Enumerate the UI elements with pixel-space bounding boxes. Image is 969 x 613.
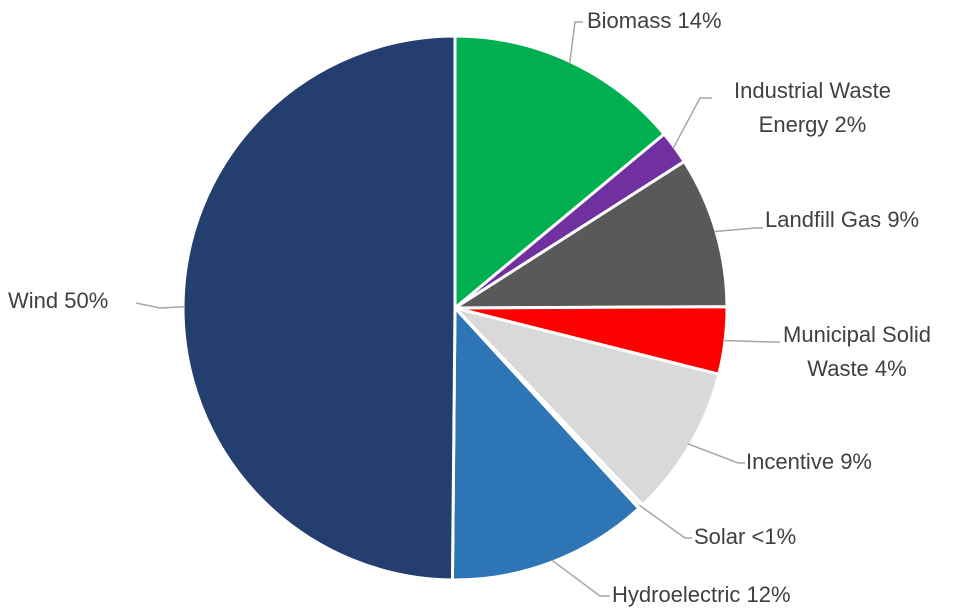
leader-line: [638, 504, 692, 539]
value-label: <1%: [751, 524, 797, 549]
leader-line: [687, 443, 745, 464]
category-name: Incentive: [746, 449, 835, 474]
value-label: 9%: [887, 207, 920, 232]
value-label: 14%: [677, 8, 722, 33]
category-name: Industrial Waste Energy: [734, 78, 891, 137]
category-name: Biomass: [587, 8, 672, 33]
pie-slice: [450, 304, 641, 582]
value-label: 2%: [834, 112, 867, 137]
leader-line: [672, 97, 712, 150]
slice-label: Incentive 9%: [746, 445, 916, 479]
value-label: 9%: [840, 449, 872, 474]
slice-label: Biomass 14%: [587, 4, 767, 38]
leader-line: [551, 559, 610, 597]
category-name: Wind: [8, 288, 59, 313]
slice-label: Solar <1%: [694, 520, 824, 554]
category-name: Hydroelectric: [612, 582, 741, 607]
slice-label: Municipal Solid Waste 4%: [772, 318, 942, 386]
leader-line: [713, 227, 763, 233]
pie-slice: [181, 34, 457, 582]
category-name: Landfill Gas: [765, 207, 882, 232]
slice-label: Industrial Waste Energy 2%: [705, 74, 920, 142]
slice-label: Wind 50%: [8, 284, 138, 318]
value-label: 12%: [746, 582, 791, 607]
leader-line: [568, 21, 583, 64]
leader-line: [135, 302, 186, 309]
slice-label: Hydroelectric 12%: [612, 578, 852, 612]
value-label: 4%: [874, 356, 907, 381]
category-name: Solar: [694, 524, 746, 549]
slice-label: Landfill Gas 9%: [765, 203, 955, 237]
leader-line: [723, 339, 780, 343]
category-name: Municipal Solid Waste: [783, 322, 931, 381]
value-label: 50%: [64, 288, 109, 313]
